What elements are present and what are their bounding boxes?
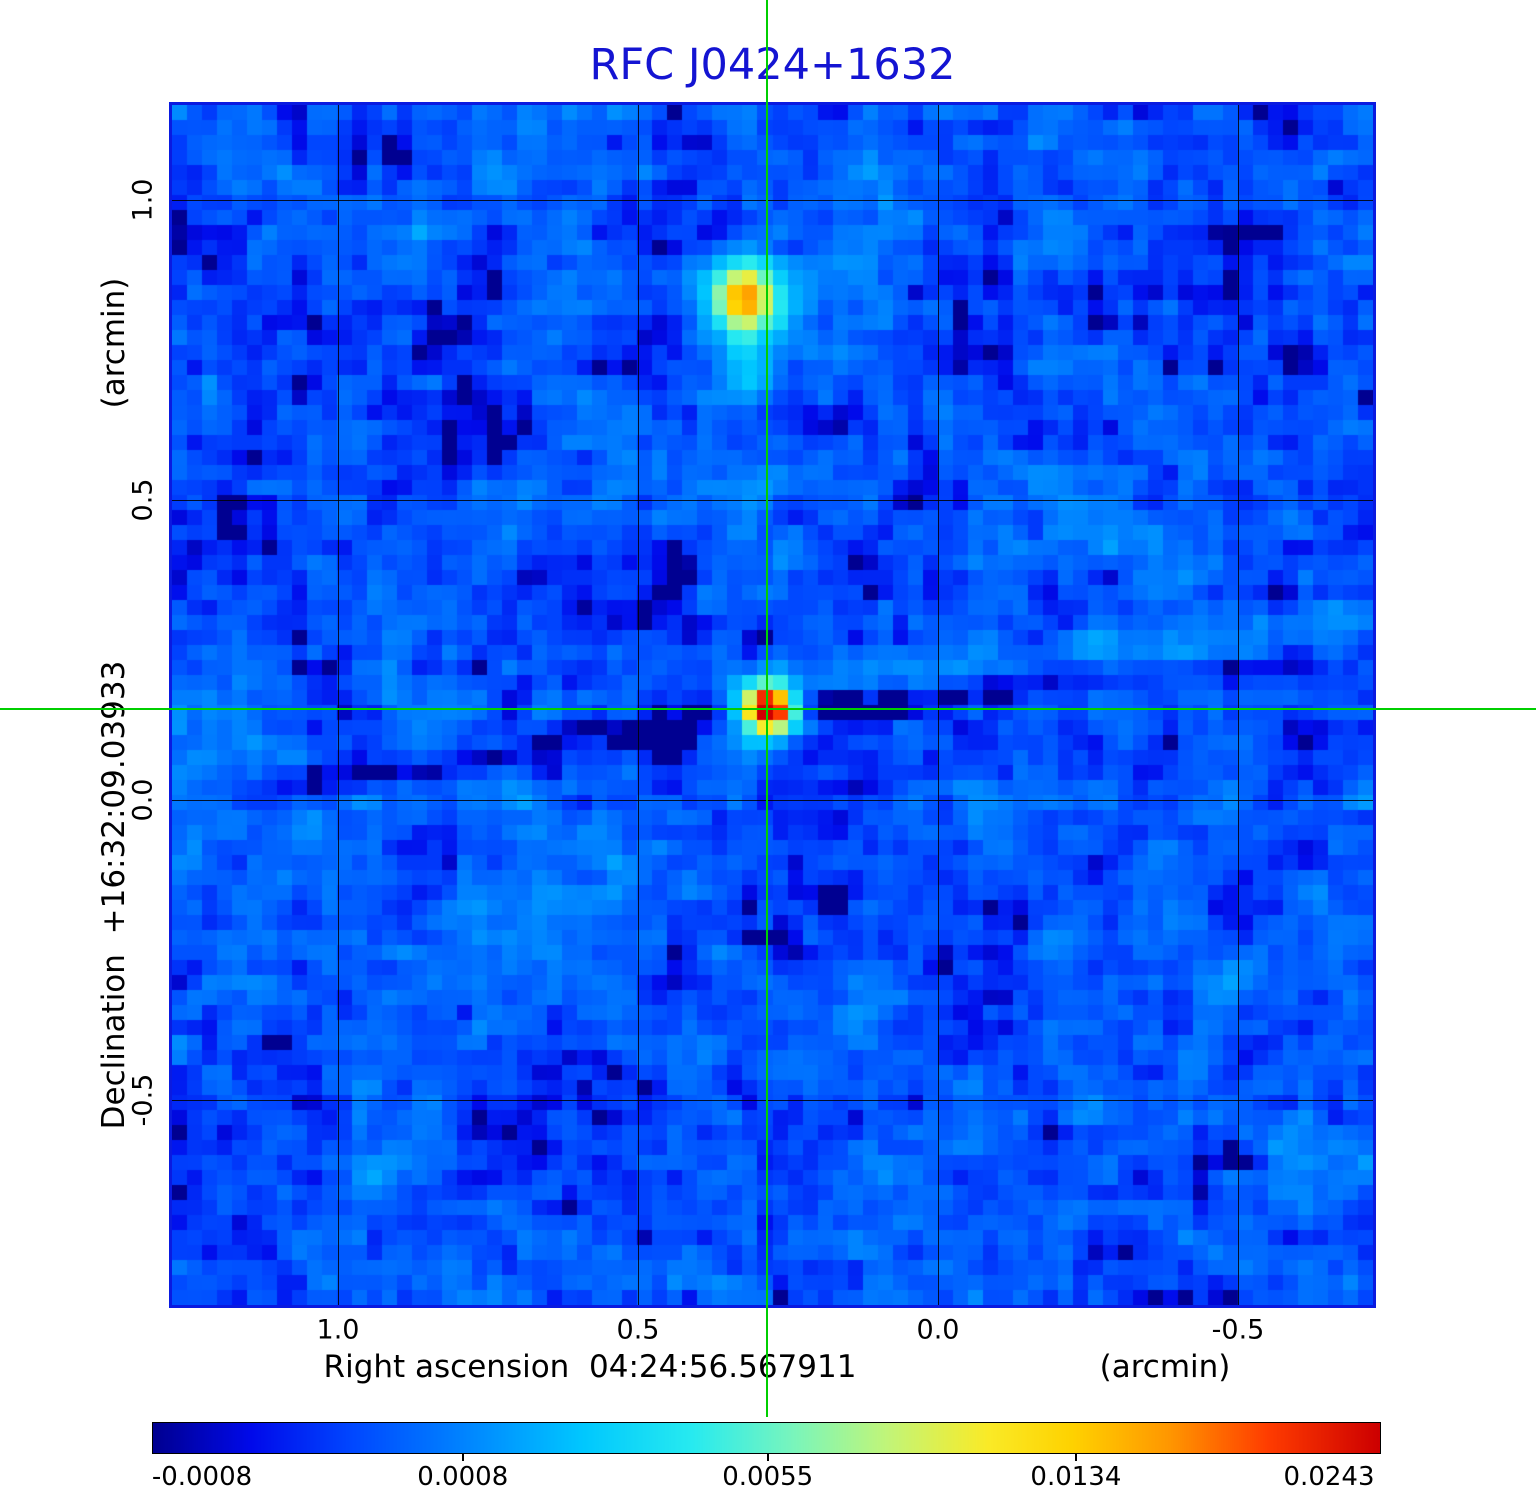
sky-image-plot[interactable] — [169, 102, 1376, 1308]
gridline-horizontal — [172, 1100, 1373, 1101]
gridline-horizontal — [172, 800, 1373, 801]
colorbar-tick-label: 0.0243 — [1283, 1462, 1375, 1492]
x-tick-label: -0.5 — [1211, 1314, 1265, 1346]
y-tick-label: -0.5 — [127, 1073, 159, 1127]
colorbar-tick-label: 0.0134 — [1030, 1462, 1122, 1492]
gridline-vertical — [938, 105, 939, 1305]
colorbar-tick — [461, 1453, 464, 1461]
y-axis-unit-label: (arcmin) — [96, 277, 132, 409]
gridline-horizontal — [172, 500, 1373, 501]
y-tick-label: 0.5 — [127, 478, 159, 522]
y-tick-label: 0.0 — [127, 778, 159, 822]
colorbar-tick-label: 0.0008 — [417, 1462, 509, 1492]
colorbar[interactable] — [152, 1422, 1381, 1454]
x-axis-label: Right ascension 04:24:56.567911 — [323, 1349, 857, 1385]
gridline-horizontal — [172, 200, 1373, 201]
colorbar-canvas — [153, 1423, 1380, 1453]
x-axis-unit-label: (arcmin) — [1099, 1349, 1231, 1385]
colorbar-tick-label: -0.0008 — [151, 1462, 253, 1492]
gridline-vertical — [1238, 105, 1239, 1305]
x-tick-label: 0.0 — [916, 1314, 960, 1346]
colorbar-tick — [766, 1453, 769, 1461]
y-axis-label: Declination +16:32:09.03933 — [96, 660, 132, 1130]
gridline-vertical — [338, 105, 339, 1305]
y-tick-label: 1.0 — [127, 178, 159, 222]
x-tick-label: 1.0 — [316, 1314, 360, 1346]
page-title: RFC J0424+1632 — [589, 40, 956, 90]
crosshair-horizontal-line — [0, 708, 1536, 710]
colorbar-tick-label: 0.0055 — [722, 1462, 814, 1492]
x-tick-label: 0.5 — [616, 1314, 660, 1346]
heatmap-canvas[interactable] — [172, 105, 1373, 1305]
colorbar-tick — [1074, 1453, 1077, 1461]
gridline-vertical — [638, 105, 639, 1305]
